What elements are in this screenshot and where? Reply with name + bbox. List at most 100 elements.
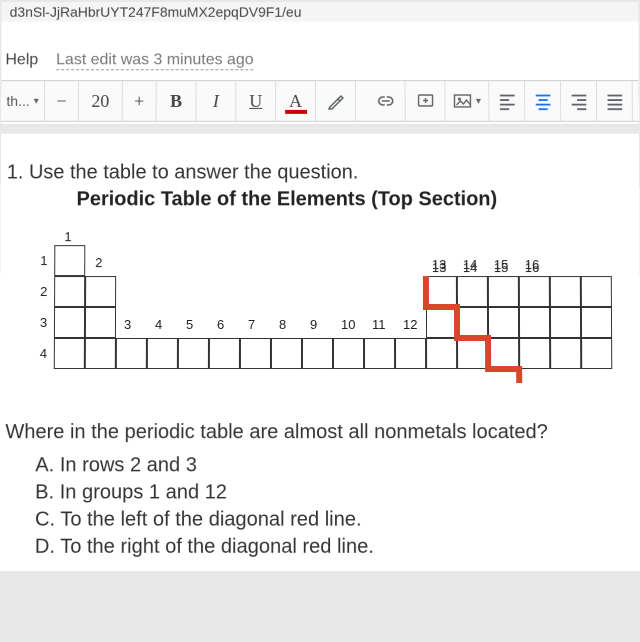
pt-cell <box>457 338 488 369</box>
table-title: Periodic Table of the Elements (Top Sect… <box>76 188 629 211</box>
paint-format-button[interactable] <box>316 81 356 121</box>
pt-cell <box>395 338 426 369</box>
menu-area: Help Last edit was 3 minutes ago th... −… <box>1 22 639 124</box>
pt-label: 9 <box>310 317 317 332</box>
align-left-icon <box>496 90 518 112</box>
help-menu[interactable]: Help <box>1 51 38 69</box>
pt-cell <box>550 338 581 369</box>
pt-cell <box>581 276 612 307</box>
pt-cell <box>426 338 457 369</box>
text-color-swatch <box>285 110 307 114</box>
pt-cell <box>519 338 550 369</box>
align-center-icon <box>532 90 554 112</box>
pt-cell <box>54 245 85 276</box>
answer-b: B. In groups 1 and 12 <box>35 479 631 506</box>
pt-cell <box>426 307 457 338</box>
periodic-table-figure: 11234234567891011121314151613141516 <box>36 229 631 399</box>
answer-a: A. In rows 2 and 3 <box>35 452 631 479</box>
pt-cell <box>488 307 519 338</box>
pt-label: 3 <box>40 315 47 330</box>
pt-cell <box>333 338 364 369</box>
pt-cell <box>271 338 302 369</box>
pt-label: 3 <box>124 317 131 332</box>
red-staircase <box>423 276 429 307</box>
toolbar: th... − 20 + B I U A <box>1 80 639 122</box>
decrease-font-button[interactable]: − <box>45 81 79 121</box>
document-content: 1. Use the table to answer the question.… <box>0 134 640 571</box>
pt-label: 10 <box>341 317 355 332</box>
increase-font-button[interactable]: + <box>123 81 157 121</box>
pt-cell <box>550 276 581 307</box>
image-icon <box>453 93 473 109</box>
pt-label: 2 <box>95 255 102 270</box>
pt-label: 1 <box>40 253 47 268</box>
pt-cell <box>581 338 612 369</box>
answer-list: A. In rows 2 and 3 B. In groups 1 and 12… <box>35 452 631 561</box>
pt-cell <box>302 338 333 369</box>
pt-label: 8 <box>279 317 286 332</box>
pt-cell <box>519 307 550 338</box>
align-right-icon <box>568 90 590 112</box>
underline-button[interactable]: U <box>236 81 276 121</box>
pt-label: 7 <box>248 317 255 332</box>
pt-label: 5 <box>186 317 193 332</box>
url-fragment: d3nSl-JjRaHbrUYT247F8muMX2epqDV9F1/eu <box>2 2 639 22</box>
pt-label: 4 <box>40 346 47 361</box>
font-size-input[interactable]: 20 <box>79 81 123 121</box>
pt-cell <box>54 338 85 369</box>
pt-cell <box>426 276 457 307</box>
link-icon <box>374 93 396 109</box>
text-color-letter: A <box>289 91 302 112</box>
edit-status[interactable]: Last edit was 3 minutes ago <box>56 51 254 70</box>
align-center-button[interactable] <box>525 81 561 121</box>
red-staircase <box>485 338 491 369</box>
pt-label: 1 <box>64 229 71 244</box>
pt-cell <box>550 307 581 338</box>
pt-cell <box>85 307 116 338</box>
highlight-icon <box>325 91 345 111</box>
font-dropdown[interactable]: th... <box>1 81 45 121</box>
align-justify-icon <box>603 90 625 112</box>
pt-cell <box>54 276 85 307</box>
pt-label: 11 <box>372 317 386 332</box>
pt-cell <box>116 338 147 369</box>
pt-cell <box>240 338 271 369</box>
pt-label: 2 <box>40 284 47 299</box>
align-justify-button[interactable] <box>597 81 633 121</box>
insert-link-button[interactable] <box>366 81 406 121</box>
align-left-button[interactable] <box>489 81 525 121</box>
align-right-button[interactable] <box>561 81 597 121</box>
question-prompt: 1. Use the table to answer the question. <box>7 162 630 185</box>
red-staircase <box>516 369 522 383</box>
pt-cell <box>209 338 240 369</box>
pt-cell <box>457 276 488 307</box>
question-text: Where in the periodic table are almost a… <box>5 421 626 444</box>
pt-label: 14 <box>463 260 477 275</box>
pt-label: 4 <box>155 317 162 332</box>
toolbar-spacer <box>356 81 366 121</box>
bold-button[interactable]: B <box>157 81 197 121</box>
red-staircase <box>454 307 460 338</box>
pt-label: 16 <box>525 260 540 275</box>
pt-cell <box>457 307 488 338</box>
answer-d: D. To the right of the diagonal red line… <box>35 534 631 561</box>
pt-label: 13 <box>432 260 446 275</box>
pt-cell <box>519 276 550 307</box>
pt-cell <box>85 338 116 369</box>
pt-label: 12 <box>403 317 417 332</box>
comment-plus-icon <box>415 91 435 111</box>
pt-label: 6 <box>217 317 224 332</box>
pt-cell <box>488 276 519 307</box>
answer-c: C. To the left of the diagonal red line. <box>35 506 631 533</box>
insert-comment-button[interactable] <box>406 81 446 121</box>
pt-cell <box>54 307 85 338</box>
pt-cell <box>488 338 519 369</box>
insert-image-button[interactable] <box>445 81 489 121</box>
italic-button[interactable]: I <box>196 81 236 121</box>
pt-label: 15 <box>494 260 509 275</box>
pt-cell <box>85 276 116 307</box>
text-color-button[interactable]: A <box>276 81 316 121</box>
pt-cell <box>581 307 612 338</box>
pt-cell <box>147 338 178 369</box>
pt-cell <box>364 338 395 369</box>
